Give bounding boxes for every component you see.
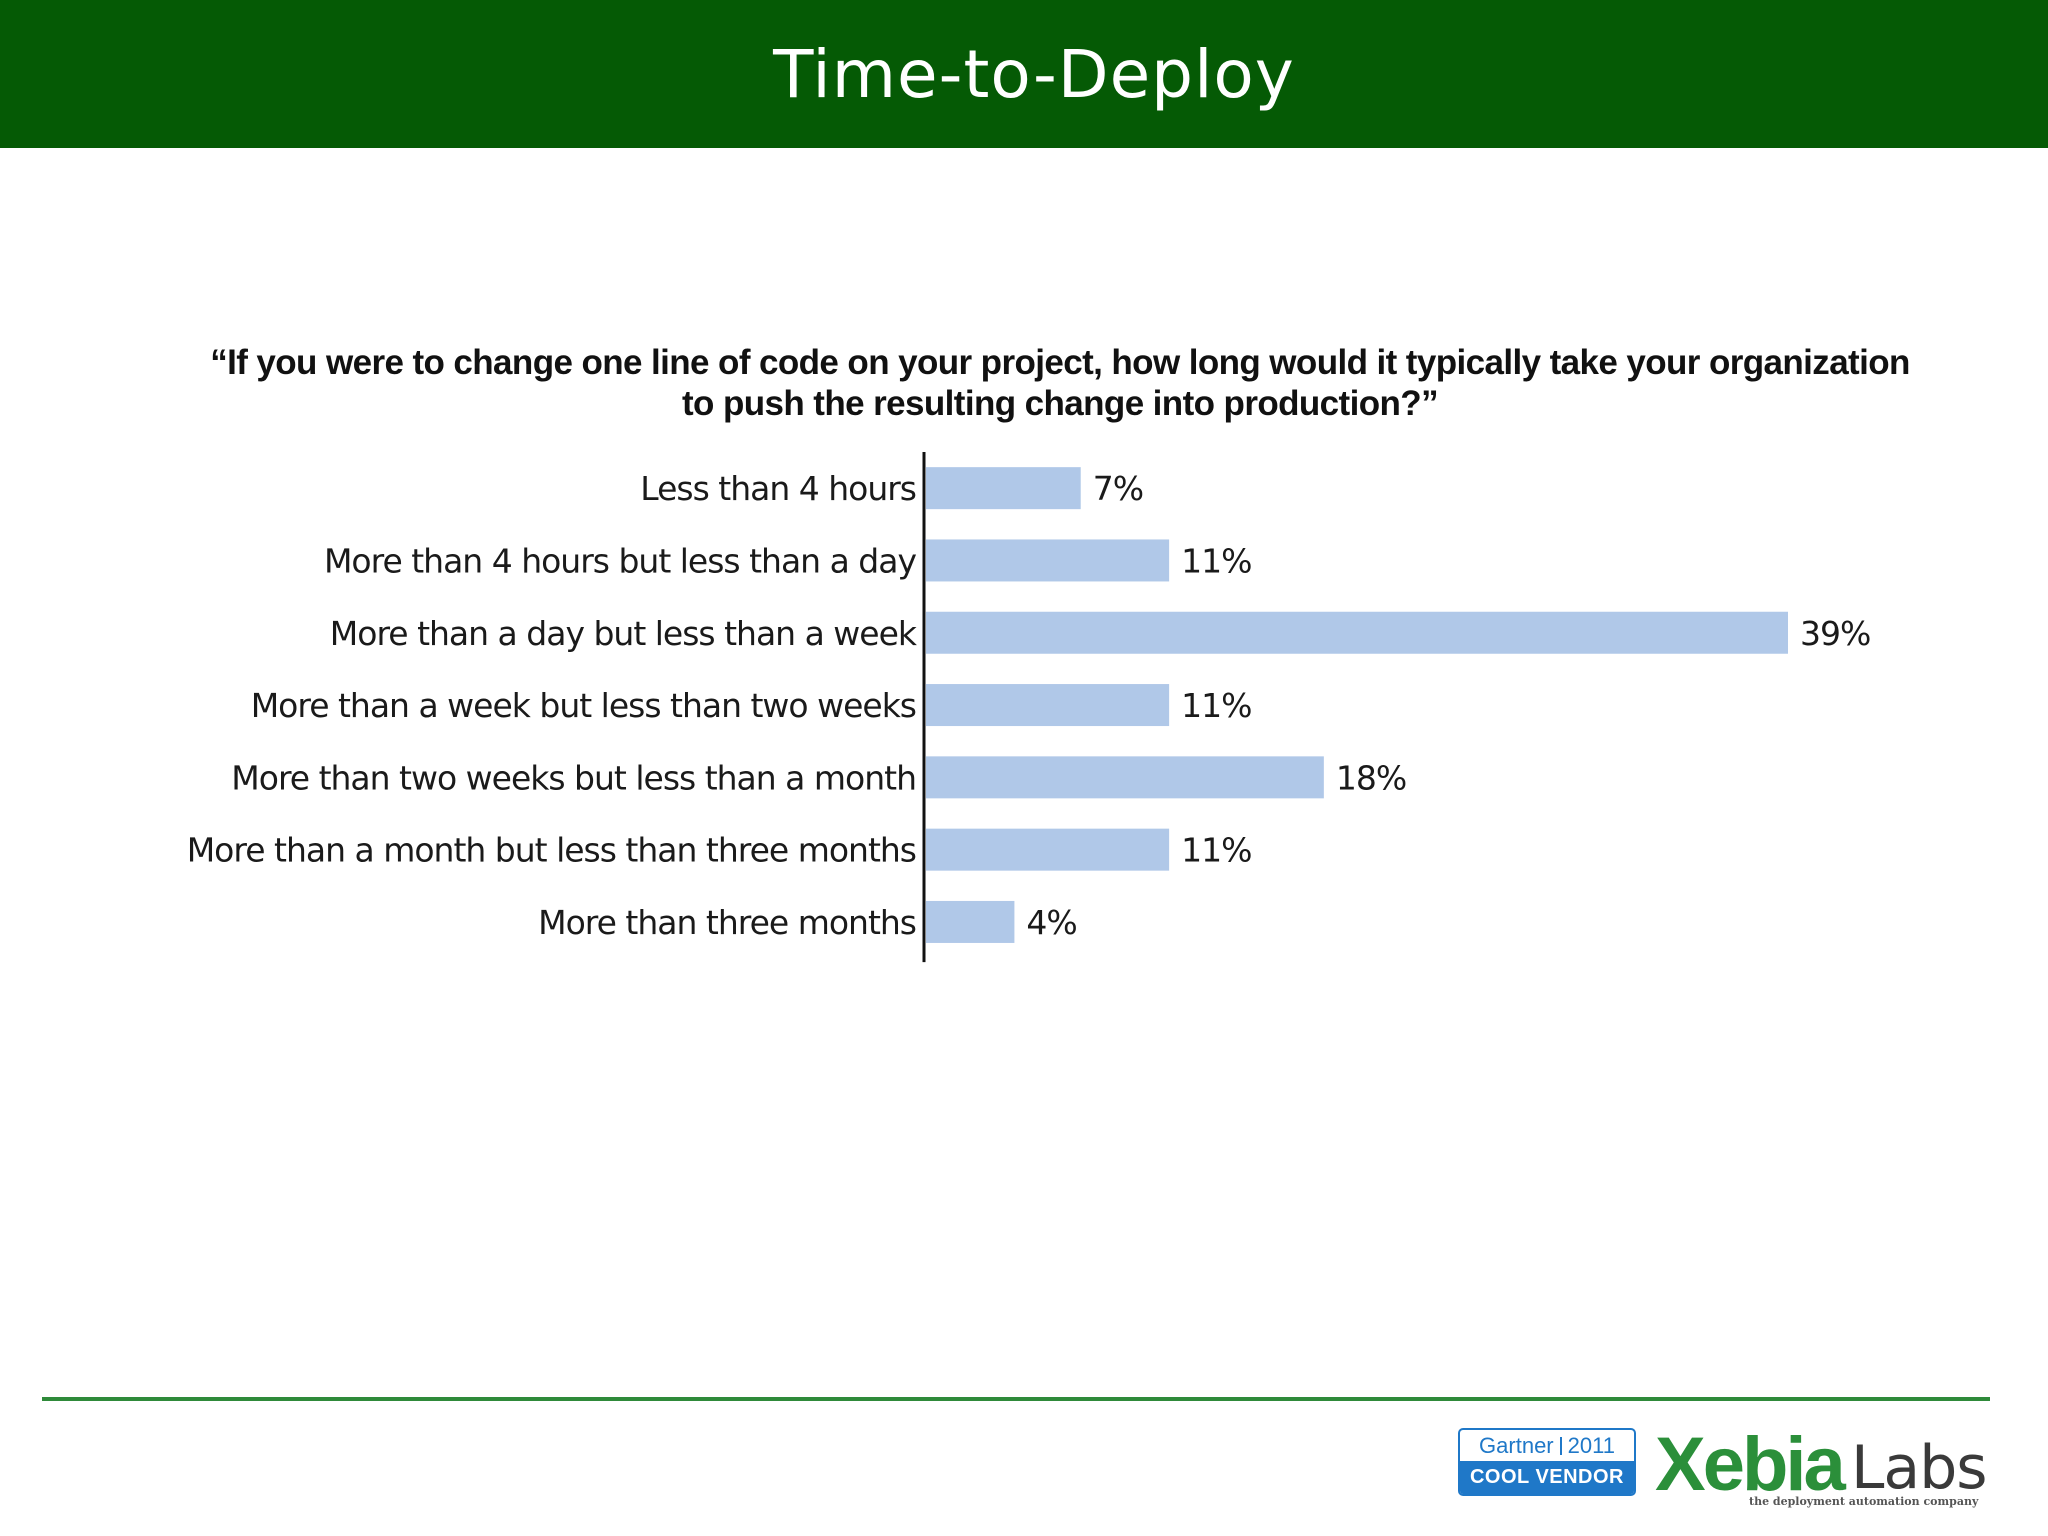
category-label: More than three months [538, 903, 916, 942]
value-label: 39% [1800, 614, 1870, 653]
category-label: More than a day but less than a week [330, 614, 918, 653]
value-label: 11% [1181, 831, 1251, 870]
value-label: 18% [1336, 758, 1406, 797]
xebialabs-logo: Xebia Labs the deployment automation com… [1655, 1426, 1988, 1508]
footer-divider [42, 1397, 1990, 1401]
value-label: 7% [1093, 469, 1143, 508]
category-label: Less than 4 hours [640, 469, 916, 508]
bar [926, 539, 1170, 582]
value-label: 4% [1026, 903, 1076, 942]
bar [926, 756, 1324, 799]
gartner-separator [1559, 1437, 1562, 1455]
slide-title: Time-to-Deploy [773, 35, 1295, 113]
category-label: More than a month but less than three mo… [187, 831, 916, 870]
labs-wordmark: Labs [1851, 1433, 1987, 1503]
value-label: 11% [1181, 686, 1251, 725]
logo-tagline: the deployment automation company [1749, 1495, 1979, 1508]
bar [926, 611, 1788, 654]
gartner-award: COOL VENDOR [1460, 1461, 1634, 1494]
bar [926, 900, 1015, 943]
chart-question: “If you were to change one line of code … [210, 343, 1910, 423]
category-label: More than two weeks but less than a mont… [231, 758, 916, 797]
bar [926, 828, 1170, 871]
bar [926, 467, 1081, 510]
category-label: More than a week but less than two weeks [251, 686, 916, 725]
bar [926, 684, 1170, 727]
gartner-brand: Gartner [1479, 1433, 1554, 1458]
gartner-year: 2011 [1567, 1433, 1615, 1458]
gartner-cool-vendor-badge: Gartner 2011 COOL VENDOR [1458, 1428, 1636, 1496]
title-bar: Time-to-Deploy [0, 0, 2048, 148]
value-label: 11% [1181, 541, 1251, 580]
xebia-wordmark: Xebia [1655, 1426, 1846, 1507]
category-label: More than 4 hours but less than a day [324, 541, 917, 580]
